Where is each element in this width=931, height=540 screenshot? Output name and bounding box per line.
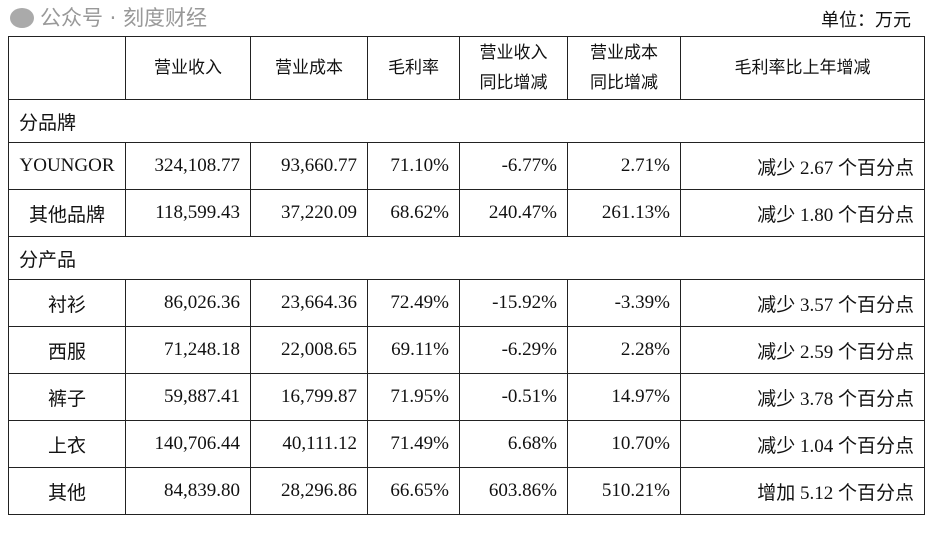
cell-category: 其他品牌 [8,189,126,237]
header-line: 同比增减 [590,73,658,93]
header-cost-yoy: 营业成本 同比增减 [567,36,681,100]
cell-revenue: 59,887.41 [125,373,251,421]
cell-margin: 72.49% [367,279,460,327]
header-line: 营业成本 [590,43,658,63]
cell-revenue-yoy: 603.86% [459,467,568,515]
cell-cost: 37,220.09 [250,189,368,237]
cell-category: 衬衫 [8,279,126,327]
cell-category: 其他 [8,467,126,515]
cell-margin-change: 增加 5.12 个百分点 [680,467,925,515]
cell-revenue-yoy: -6.29% [459,326,568,374]
table-row: 裤子 59,887.41 16,799.87 71.95% -0.51% 14.97% 减少… [8,373,925,421]
wechat-icon [10,8,34,28]
cell-cost: 16,799.87 [250,373,368,421]
cell-cost-yoy: 261.13% [567,189,681,237]
cell-category: 上衣 [8,420,126,468]
section-row: 分品牌 [8,99,925,143]
header-revenue-yoy: 营业收入 同比增减 [459,36,568,100]
cell-revenue-yoy: -0.51% [459,373,568,421]
header-line: 同比增减 [479,73,548,93]
section-title: 分品牌 [8,99,925,143]
cell-cost: 40,111.12 [250,420,368,468]
header-cost: 营业成本 [250,36,368,100]
cell-margin-change: 减少 3.78 个百分点 [680,373,925,421]
cell-margin: 68.62% [367,189,460,237]
header-margin: 毛利率 [367,36,460,100]
cell-revenue-yoy: 240.47% [459,189,568,237]
cell-revenue: 71,248.18 [125,326,251,374]
cell-revenue: 86,026.36 [125,279,251,327]
cell-cost-yoy: 10.70% [567,420,681,468]
cell-margin-change: 减少 2.67 个百分点 [680,142,925,190]
cell-margin-change: 减少 1.80 个百分点 [680,189,925,237]
cell-cost-yoy: 2.71% [567,142,681,190]
cell-cost-yoy: -3.39% [567,279,681,327]
header-line: 营业收入 [479,43,548,63]
gross-margin-table: 营业收入 营业成本 毛利率 营业收入同比增减 营业成本同比增减 毛利率比上年增减… [8,36,925,515]
section-title: 分产品 [8,236,925,280]
cell-cost: 22,008.65 [250,326,368,374]
cell-category: 西服 [8,326,126,374]
cell-cost-yoy: 2.28% [567,326,681,374]
cell-category: 裤子 [8,373,126,421]
cell-cost-yoy: 14.97% [567,373,681,421]
table-row: 其他 84,839.80 28,296.86 66.65% 603.86% 510.21%… [8,467,925,515]
cell-margin: 71.10% [367,142,460,190]
cell-margin-change: 减少 3.57 个百分点 [680,279,925,327]
cell-margin: 66.65% [367,467,460,515]
cell-revenue: 84,839.80 [125,467,251,515]
table-row: 西服 71,248.18 22,008.65 69.11% -6.29% 2.28% 减少 … [8,326,925,374]
cell-margin: 69.11% [367,326,460,374]
header-row: 营业收入 营业成本 毛利率 营业收入同比增减 营业成本同比增减 毛利率比上年增减 [8,36,925,100]
watermark: 公众号 · 刻度财经 [10,5,207,31]
table-row: YOUNGOR 324,108.77 93,660.77 71.10% -6.77% 2.… [8,142,925,190]
cell-cost: 23,664.36 [250,279,368,327]
cell-cost: 93,660.77 [250,142,368,190]
cell-margin: 71.49% [367,420,460,468]
cell-margin: 71.95% [367,373,460,421]
table-row: 衬衫 86,026.36 23,664.36 72.49% -15.92% -3.39% 减… [8,279,925,327]
cell-revenue: 140,706.44 [125,420,251,468]
cell-revenue-yoy: -15.92% [459,279,568,327]
header-revenue: 营业收入 [125,36,251,100]
table-row: 上衣 140,706.44 40,111.12 71.49% 6.68% 10.70% 减少… [8,420,925,468]
cell-margin-change: 减少 1.04 个百分点 [680,420,925,468]
cell-category: YOUNGOR [8,142,126,190]
header-empty [8,36,126,100]
cell-revenue-yoy: -6.77% [459,142,568,190]
unit-label: 单位：万元 [821,10,911,30]
watermark-text: 公众号 · 刻度财经 [40,6,208,30]
cell-cost-yoy: 510.21% [567,467,681,515]
cell-revenue-yoy: 6.68% [459,420,568,468]
cell-revenue: 324,108.77 [125,142,251,190]
header-margin-change: 毛利率比上年增减 [680,36,925,100]
table-row: 其他品牌 118,599.43 37,220.09 68.62% 240.47% 261.… [8,189,925,237]
cell-revenue: 118,599.43 [125,189,251,237]
section-row: 分产品 [8,236,925,280]
cell-margin-change: 减少 2.59 个百分点 [680,326,925,374]
cell-cost: 28,296.86 [250,467,368,515]
